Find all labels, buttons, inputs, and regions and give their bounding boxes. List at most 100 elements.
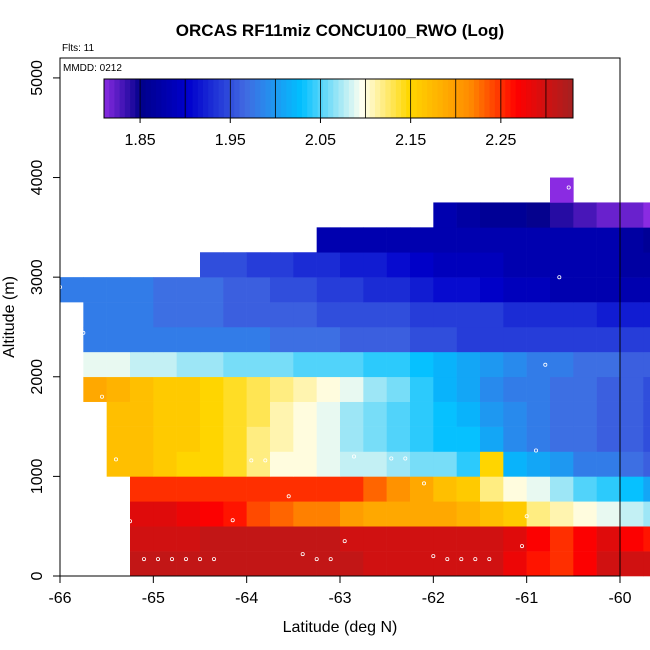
heatmap-cell (316, 526, 341, 552)
heatmap-cell (643, 326, 650, 353)
heatmap-cell (153, 501, 177, 527)
heatmap-cell (480, 326, 504, 353)
heatmap-cell (550, 252, 574, 278)
colorbar-segment (119, 79, 126, 118)
heatmap-cell (340, 351, 364, 378)
heatmap-cell (386, 252, 411, 278)
colorbar-segment (364, 79, 371, 118)
y-tick-label: 5000 (29, 60, 46, 96)
heatmap-cell (293, 401, 317, 427)
colorbar-segment (307, 79, 313, 118)
colorbar-segment (328, 79, 334, 118)
colorbar-segment (109, 79, 115, 118)
heatmap-cell (363, 501, 387, 527)
sample-point (557, 275, 562, 280)
colorbar-segment (359, 79, 365, 118)
heatmap-cell (456, 526, 481, 552)
chart-title: ORCAS RF11miz CONCU100_RWO (Log) (176, 21, 504, 40)
heatmap-cell (200, 401, 224, 427)
heatmap-cell (503, 426, 527, 452)
heatmap-cell (340, 501, 364, 527)
heatmap-cell (153, 476, 177, 502)
heatmap-cell (83, 351, 107, 378)
heatmap-cell (340, 302, 364, 328)
heatmap-cell (456, 277, 481, 303)
colorbar-segment (484, 79, 491, 118)
heatmap-cell (433, 252, 457, 278)
colorbar: 1.85 1.95 2.05 2.15 2.25 (103, 78, 574, 149)
heatmap-cell (293, 252, 317, 278)
heatmap-cell (573, 202, 597, 228)
heatmap-cell (106, 376, 131, 402)
heatmap-cell (503, 401, 527, 427)
heatmap-cell (246, 501, 271, 527)
heatmap-cell (503, 526, 527, 552)
colorbar-segment (270, 79, 277, 118)
heatmap-cell (270, 302, 294, 328)
heatmap-cell (106, 302, 131, 328)
heatmap-cell (223, 551, 247, 577)
colorbar-segment (380, 79, 386, 118)
heatmap-cell (433, 426, 457, 452)
heatmap-cell (176, 376, 201, 402)
heatmap-cell (130, 476, 154, 502)
heatmap-cell (153, 551, 177, 577)
x-tick-label: -61 (515, 590, 538, 607)
heatmap-cell (526, 501, 551, 527)
heatmap-cell (340, 252, 364, 278)
heatmap-cell (200, 451, 224, 477)
colorbar-segment (302, 79, 308, 118)
heatmap-cell (456, 252, 481, 278)
colorbar-segment (124, 79, 131, 118)
sample-point (487, 557, 492, 562)
heatmap-cell (106, 451, 131, 477)
heatmap-cell (200, 252, 224, 278)
heatmap-cells (60, 177, 650, 577)
heatmap-cell (433, 202, 457, 228)
heatmap-cell (573, 451, 597, 477)
heatmap-cell (246, 551, 271, 577)
heatmap-cell (293, 326, 317, 353)
heatmap-cell (573, 227, 597, 253)
heatmap-cell (480, 227, 504, 253)
heatmap-cell (316, 277, 341, 303)
heatmap-cell (550, 551, 574, 577)
sample-point (524, 514, 529, 519)
heatmap-cell (573, 426, 597, 452)
colorbar-segment (140, 79, 147, 118)
heatmap-cell (526, 277, 551, 303)
heatmap-cell (620, 401, 644, 427)
heatmap-cell (410, 376, 434, 402)
heatmap-cell (526, 551, 551, 577)
sample-point (534, 448, 539, 453)
heatmap-cell (176, 426, 201, 452)
heatmap-cell (223, 401, 247, 427)
heatmap-cell (573, 551, 597, 577)
heatmap-cell (480, 526, 504, 552)
colorbar-segment (526, 79, 532, 118)
colorbar-segment (145, 79, 152, 118)
colorbar-segment (197, 79, 204, 118)
heatmap-cell (643, 277, 650, 303)
heatmap-cell (316, 376, 341, 402)
heatmap-cell (223, 376, 247, 402)
heatmap-cell (106, 426, 131, 452)
heatmap-cell (270, 526, 294, 552)
sample-point (183, 557, 188, 562)
heatmap-cell (526, 302, 551, 328)
heatmap-cell (223, 326, 247, 353)
heatmap-cell (573, 526, 597, 552)
heatmap-cell (643, 401, 650, 427)
colorbar-segment (223, 79, 230, 118)
heatmap-cell (620, 326, 644, 353)
sample-point (155, 557, 160, 562)
colorbar-segment (239, 79, 246, 118)
heatmap-cell (316, 501, 341, 527)
heatmap-cell (480, 202, 504, 228)
heatmap-cell (200, 501, 224, 527)
colorbar-segment (348, 79, 355, 118)
heatmap-cell (643, 202, 650, 228)
heatmap-cell (106, 326, 131, 353)
colorbar-segment (463, 79, 470, 118)
heatmap-cell (503, 302, 527, 328)
